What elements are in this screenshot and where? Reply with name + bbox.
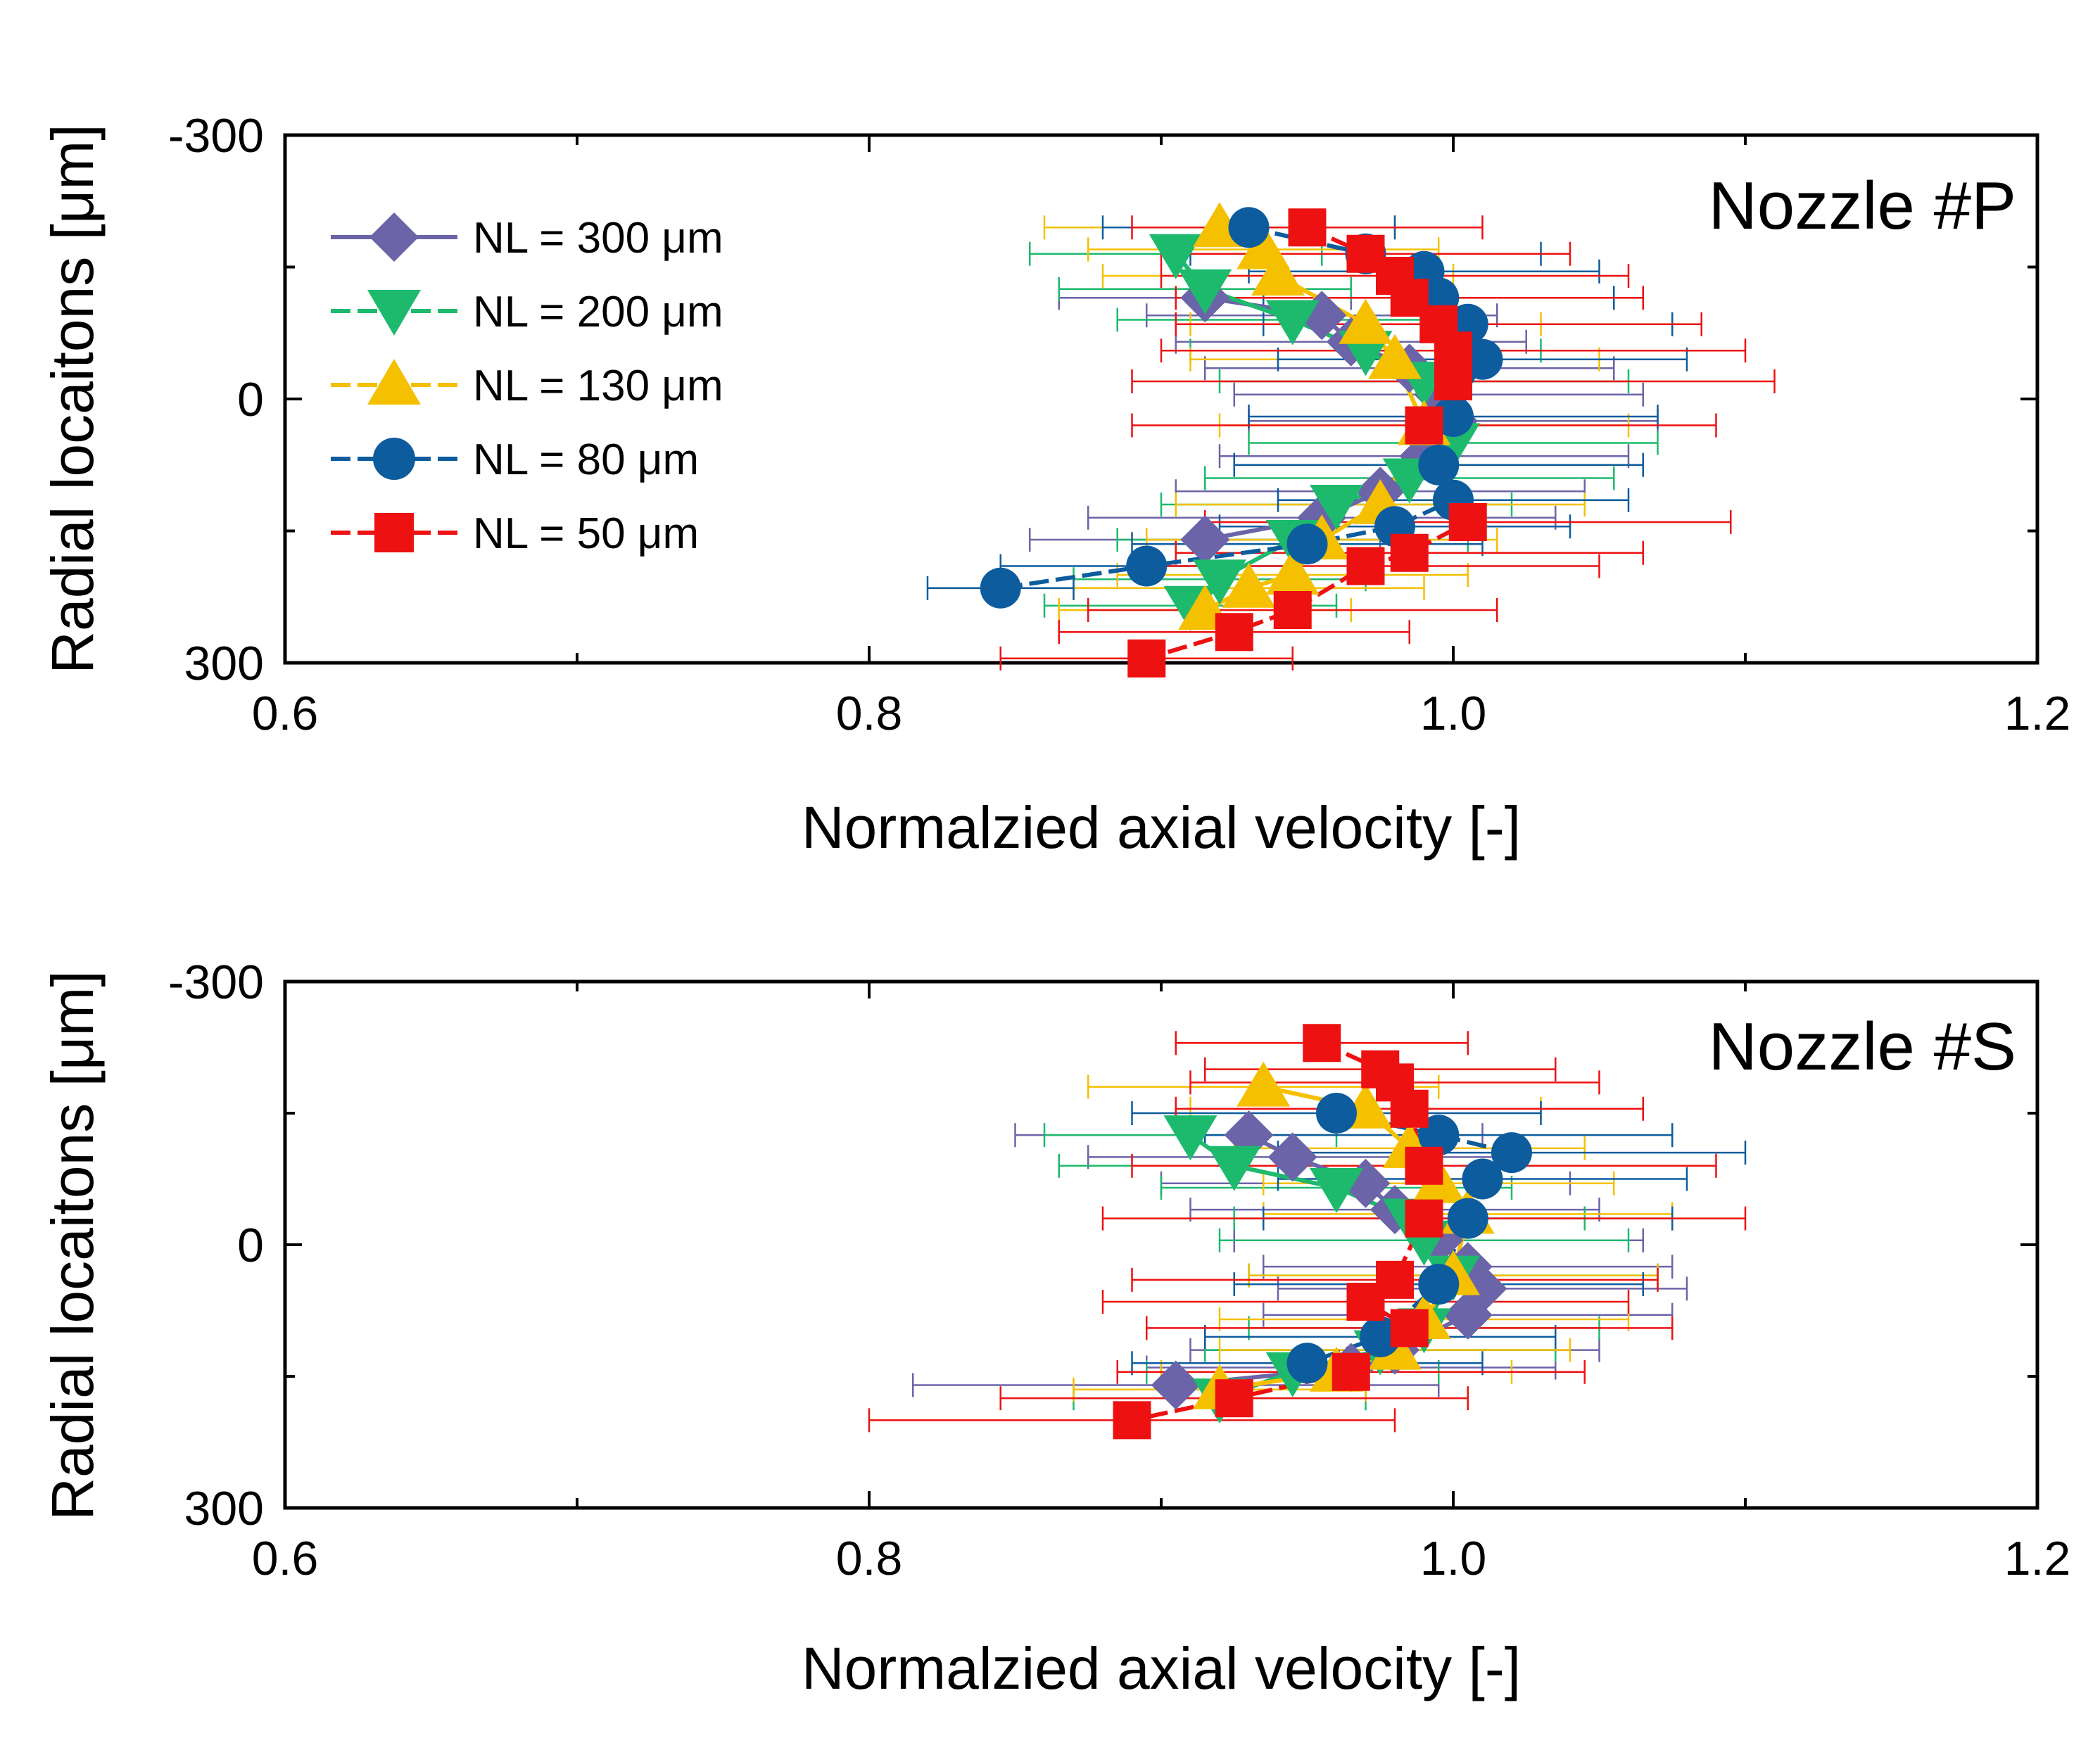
ticks-layer: [284, 980, 2039, 1509]
series-nl-50-m-point: [1405, 406, 1443, 445]
y-tick-label: -300: [168, 956, 264, 1009]
series-nl-80-m-point: [1418, 444, 1460, 486]
series-nl-130-m-point: [1251, 250, 1305, 296]
legend-label: NL = 300 μm: [473, 214, 723, 262]
series-nl-200-m-point: [1149, 234, 1203, 279]
tick-labels-layer: 0.6 0.8 1.0 1.2 -300 0 300: [168, 109, 2070, 740]
y-tick-label: -300: [168, 109, 264, 163]
series-nl-80-m-point: [1286, 1343, 1328, 1384]
series-nl-50-m-point: [1303, 1024, 1341, 1063]
series-nl-80-m-point: [1491, 1132, 1532, 1174]
x-tick-label: 1.0: [1420, 687, 1487, 740]
series-nl-50-m-point: [1215, 613, 1253, 652]
series-nl-50-m-point: [1346, 547, 1385, 585]
legend-label: NL = 80 μm: [473, 436, 699, 484]
series-nl-300-m-point: [1443, 1290, 1493, 1340]
tick-labels-layer: 0.6 0.8 1.0 1.2 -300 0 300: [168, 956, 2070, 1585]
series-nl-50-m-point: [1346, 1283, 1385, 1321]
legend-marker-circle: [373, 438, 415, 480]
series-nl-130-m-point: [1339, 298, 1393, 344]
legend-label: NL = 50 μm: [473, 509, 699, 558]
y-tick-label: 300: [184, 1482, 264, 1535]
series-nl-130-m-point: [1222, 562, 1276, 608]
series-nl-200-m-point: [1193, 559, 1246, 605]
series-nl-50-m-point: [1405, 1199, 1443, 1238]
panel-title: Nozzle #S: [1708, 1009, 2016, 1084]
series-nl-80-m-point: [1462, 1158, 1503, 1200]
x-axis-title: Normalzied axial velocity [-]: [802, 1635, 1521, 1701]
series-nl-50-m-point: [1434, 362, 1472, 400]
series-nl-50-m-point: [1113, 1401, 1151, 1440]
series-nl-50-m-point: [1390, 1089, 1429, 1128]
series-nl-50-m-point: [1215, 1379, 1253, 1418]
series-nl-200-m-point: [1207, 1146, 1261, 1191]
series-nl-80-m-point: [1126, 545, 1168, 587]
y-axis-title: Radial locaitons [μm]: [39, 970, 106, 1520]
x-tick-label: 0.6: [252, 687, 319, 740]
x-tick-label: 1.2: [2004, 1532, 2071, 1585]
x-tick-label: 0.6: [252, 1532, 319, 1585]
x-tick-label: 1.2: [2004, 687, 2071, 740]
series-nl-50-m-point: [1390, 1309, 1429, 1347]
markers-layer: [1113, 1024, 1532, 1440]
series-nl-50-m-point: [1332, 1352, 1370, 1391]
x-axis-title: Normalzied axial velocity [-]: [802, 794, 1521, 861]
markers-layer: [980, 202, 1503, 678]
x-tick-label: 1.0: [1420, 1532, 1487, 1585]
x-tick-label: 0.8: [836, 687, 903, 740]
legend-marker-square: [374, 513, 414, 552]
panel-nozzle-s: 0.6 0.8 1.0 1.2 -300 0 300 Nozzle #S Normalzie…: [39, 956, 2070, 1701]
series-nl-50-m-point: [1448, 503, 1487, 541]
y-tick-label: 0: [237, 373, 264, 426]
series-nl-50-m-point: [1405, 1146, 1443, 1185]
series-nl-50-m-point: [1127, 639, 1166, 678]
series-nl-80-m-point: [1316, 1093, 1357, 1134]
legend: NL = 300 μm NL = 200 μm NL = 130 μm NL =…: [331, 213, 723, 558]
legend-marker-triangle-down: [367, 290, 421, 336]
series-nl-80-m-point: [980, 567, 1021, 609]
series-nl-300-m-point: [1267, 1132, 1317, 1182]
series-nl-50-m-point: [1288, 208, 1327, 247]
series-nl-50-m-point: [1273, 591, 1312, 629]
series-nl-200-m-point: [1163, 1115, 1217, 1161]
series-nl-300-m-point: [1180, 515, 1230, 564]
y-tick-label: 0: [237, 1219, 264, 1272]
legend-item-nl-80: NL = 80 μm: [331, 436, 699, 484]
errorbars-layer: [926, 215, 1776, 671]
panel-nozzle-p: 0.6 0.8 1.0 1.2 -300 0 300 Nozzle #P Normalzie…: [39, 109, 2070, 861]
series-nl-200-m-point: [1178, 269, 1232, 315]
series-nl-200-m-point: [1310, 1167, 1363, 1213]
legend-label: NL = 130 μm: [473, 362, 723, 410]
series-nl-130-m-point: [1265, 550, 1320, 595]
x-tick-label: 0.8: [836, 1532, 903, 1585]
series-nl-80-m-point: [1447, 1198, 1488, 1239]
series-nl-130-m-point: [1368, 334, 1422, 379]
y-tick-label: 300: [184, 637, 264, 690]
legend-item-nl-50: NL = 50 μm: [331, 509, 699, 558]
legend-marker-diamond: [369, 213, 419, 262]
series-nl-80-m-point: [1228, 207, 1270, 248]
series-nl-130-m-point: [1236, 1061, 1291, 1107]
legend-item-nl-300: NL = 300 μm: [331, 213, 723, 262]
legend-item-nl-200: NL = 200 μm: [331, 288, 723, 336]
series-nl-300-m-point: [1151, 1360, 1201, 1410]
series-nl-80-m-point: [1418, 1264, 1460, 1305]
y-axis-title: Radial locaitons [μm]: [39, 124, 106, 673]
legend-label: NL = 200 μm: [473, 288, 723, 336]
ticks-layer: [284, 134, 2039, 664]
legend-item-nl-130: NL = 130 μm: [331, 359, 723, 410]
series-nl-200-m-point: [1265, 300, 1320, 345]
series-nl-200-m-point: [1310, 485, 1363, 530]
panel-title: Nozzle #P: [1708, 168, 2016, 243]
series-nl-50-m-point: [1390, 533, 1429, 572]
legend-marker-triangle-up: [367, 359, 421, 405]
series-nl-80-m-point: [1286, 524, 1328, 565]
